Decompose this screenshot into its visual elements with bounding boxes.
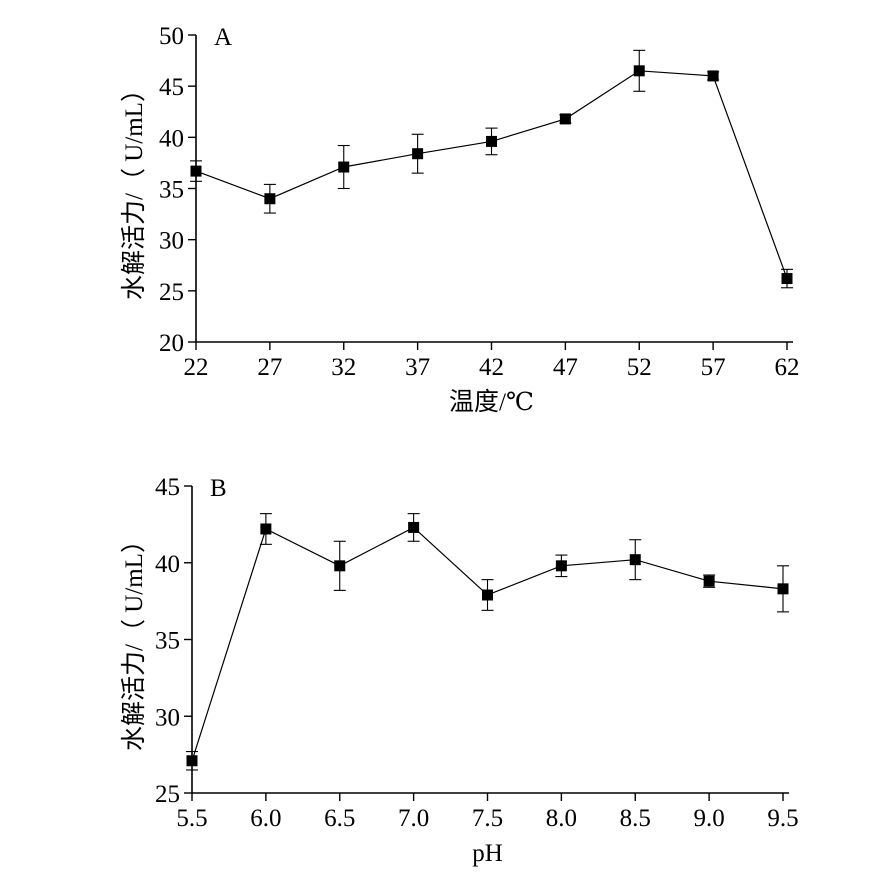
- y-tick-label: 45: [155, 474, 180, 501]
- y-tick-label: 40: [159, 125, 184, 152]
- data-point: [334, 560, 346, 572]
- data-point: [186, 755, 198, 767]
- y-tick-label: 20: [159, 330, 184, 357]
- x-tick-label: 6.5: [324, 805, 355, 832]
- data-point: [559, 113, 571, 125]
- chart-panel-b: 25 30 35 40 45 5.5 6.0 6.5 7.0 7.5 8.0 8.5 9.0 9.5 pH 水…: [120, 474, 799, 867]
- x-tick-label: 9.5: [767, 805, 798, 832]
- y-tick-label: 30: [155, 704, 180, 731]
- x-tick-label: 42: [479, 354, 504, 381]
- data-point: [412, 148, 424, 160]
- y-tick-label: 50: [159, 23, 184, 50]
- x-axis-title: pH: [472, 840, 503, 867]
- y-tick-label: 35: [155, 628, 180, 655]
- x-tick-label: 7.0: [398, 805, 429, 832]
- x-tick-label: 8.5: [620, 805, 651, 832]
- x-tick-label: 52: [627, 354, 652, 381]
- x-tick-label: 57: [701, 354, 726, 381]
- x-tick-label: 6.0: [250, 805, 281, 832]
- data-point: [486, 135, 497, 147]
- x-tick-label: 62: [775, 354, 800, 381]
- x-axis-title: 温度/℃: [449, 388, 534, 416]
- series-line: [191, 526, 784, 761]
- data-point: [703, 575, 715, 587]
- data-point: [777, 583, 789, 595]
- y-tick-label: 35: [159, 177, 184, 204]
- data-point: [707, 70, 719, 82]
- x-tick-label: 22: [184, 354, 209, 381]
- y-axis-title: 水解活力/（ U/mL）: [120, 77, 148, 300]
- data-point: [338, 161, 350, 173]
- panel-letter: A: [214, 24, 232, 51]
- data-point: [190, 165, 202, 177]
- series-line: [195, 70, 788, 279]
- x-tick-label: 32: [331, 354, 356, 381]
- data-point: [264, 193, 276, 205]
- data-point: [555, 560, 567, 572]
- x-tick-label: 5.5: [176, 805, 207, 832]
- chart-panel-a: 20 25 30 35 40 45 50 22 27 32 37 42 47 52 57 62 温度/℃ 水解活力…: [120, 23, 800, 416]
- y-tick-label: 30: [159, 228, 184, 255]
- x-tick-label: 9.0: [694, 805, 725, 832]
- y-tick-label: 40: [155, 551, 180, 578]
- x-tick-label: 8.0: [546, 805, 577, 832]
- data-point: [629, 554, 641, 566]
- data-point: [408, 521, 420, 533]
- data-point: [482, 589, 493, 601]
- x-tick-label: 47: [553, 354, 578, 381]
- data-point: [781, 273, 793, 285]
- y-tick-label: 45: [159, 74, 184, 101]
- y-axis-title: 水解活力/（ U/mL）: [120, 528, 148, 751]
- x-tick-label: 7.5: [472, 805, 503, 832]
- data-point: [633, 65, 645, 77]
- y-tick-label: 25: [159, 279, 184, 306]
- x-tick-label: 27: [257, 354, 282, 381]
- x-tick-label: 37: [405, 354, 430, 381]
- data-point: [260, 523, 272, 535]
- panel-letter: B: [210, 475, 227, 502]
- y-tick-label: 25: [155, 781, 180, 808]
